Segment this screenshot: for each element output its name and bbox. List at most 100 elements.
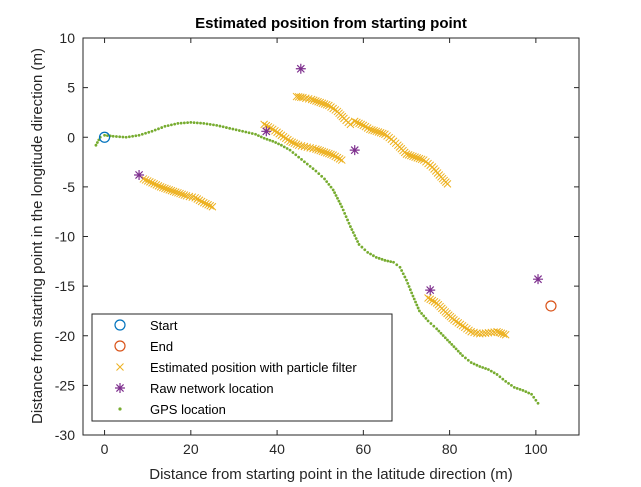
particle-estimate-mark (309, 96, 318, 105)
gps-point (512, 385, 516, 389)
gps-point (208, 122, 212, 126)
raw-network-series (134, 63, 544, 296)
gps-point (205, 122, 209, 126)
gps-point (333, 191, 336, 195)
y-tick-label: -5 (63, 179, 76, 195)
gps-point (432, 324, 436, 328)
particle-estimate-mark (493, 327, 501, 336)
gps-point (221, 125, 225, 129)
gps-point (153, 128, 157, 132)
particle-estimate-mark (327, 150, 335, 159)
particle-estimate-mark (199, 198, 208, 207)
gps-point (429, 322, 433, 325)
particle-estimate-mark (372, 127, 381, 136)
gps-point (297, 155, 301, 159)
gps-point (121, 135, 125, 139)
gps-point (395, 263, 399, 267)
gps-point (166, 124, 170, 127)
gps-point (331, 188, 335, 192)
particle-estimate-mark (411, 153, 419, 161)
particle-estimate-mark (303, 143, 312, 152)
axis-ticks: 0 20 40 60 80 100 10 5 0 -5 -10 -15 -20 -25 -30 (55, 30, 579, 457)
gps-point (340, 205, 344, 209)
particle-estimate-mark (428, 296, 437, 305)
gps-point (140, 132, 144, 136)
gps-point (215, 123, 219, 127)
gps-point (498, 375, 502, 379)
gps-point (347, 221, 351, 225)
gps-point (294, 153, 298, 157)
legend-label-end: End (150, 339, 173, 354)
particle-estimate-mark (331, 152, 340, 161)
gps-point (452, 345, 456, 349)
particle-estimate-mark (180, 191, 189, 199)
legend-markers (114, 319, 126, 411)
gps-point (314, 169, 318, 173)
gps-point (363, 248, 367, 252)
y-tick-label: -25 (55, 377, 75, 393)
gps-point (134, 134, 138, 138)
gps-point (354, 237, 358, 240)
legend-label-gps: GPS location (150, 402, 226, 417)
particle-filter-series (139, 92, 510, 339)
particle-estimate-mark (300, 142, 309, 151)
gps-point (192, 121, 196, 125)
gps-point (504, 380, 508, 383)
particle-estimate-mark (376, 128, 385, 137)
particle-estimate-mark (404, 151, 413, 159)
particle-estimate-mark (193, 195, 202, 203)
gps-point (515, 386, 519, 390)
particle-estimate-mark (191, 193, 199, 202)
gps-point (450, 343, 454, 346)
gps-point (323, 177, 326, 181)
gps-point (412, 297, 416, 301)
particle-estimate-mark (286, 137, 294, 146)
gps-point (369, 252, 372, 256)
gps-point (137, 133, 141, 137)
particle-estimate-mark (365, 125, 374, 134)
particle-estimate-mark (150, 180, 159, 188)
particle-estimate-mark (314, 146, 322, 154)
gps-point (228, 126, 232, 130)
gps-point (481, 366, 485, 369)
gps-point (420, 312, 423, 315)
gps-point (311, 167, 315, 171)
gps-point (157, 127, 160, 131)
particle-estimate-mark (178, 190, 187, 199)
gps-point (489, 369, 493, 373)
gps-point (461, 354, 464, 357)
gps-point (212, 123, 215, 127)
gps-point (271, 139, 275, 143)
gps-point (524, 390, 528, 394)
particle-estimate-mark (262, 121, 271, 130)
x-tick-label: 100 (524, 441, 548, 457)
x-tick-label: 0 (101, 441, 109, 457)
gps-point (160, 126, 164, 129)
gps-point (400, 269, 404, 272)
gps-point (244, 130, 248, 134)
gps-point (320, 174, 324, 178)
gps-point (225, 126, 228, 129)
gps-point (182, 121, 186, 125)
gps-point (478, 365, 482, 368)
gps-point (351, 231, 355, 234)
gps-point (372, 254, 375, 258)
y-tick-label: 0 (67, 129, 75, 145)
x-tick-label: 20 (183, 441, 199, 457)
particle-estimate-mark (290, 139, 299, 148)
raw-network-point (134, 169, 145, 180)
gps-point (241, 129, 244, 133)
gps-point (106, 134, 109, 137)
particle-estimate-mark (202, 199, 210, 208)
raw-network-point (295, 63, 306, 74)
gps-point (305, 162, 309, 166)
gps-point (380, 257, 384, 261)
particle-estimate-mark (501, 330, 510, 339)
gps-point (268, 138, 272, 142)
particle-estimate-mark (333, 153, 342, 162)
gps-point (124, 135, 128, 139)
particle-estimate-mark (378, 129, 387, 138)
particle-estimate-mark (320, 148, 329, 156)
particle-estimate-mark (312, 145, 320, 154)
